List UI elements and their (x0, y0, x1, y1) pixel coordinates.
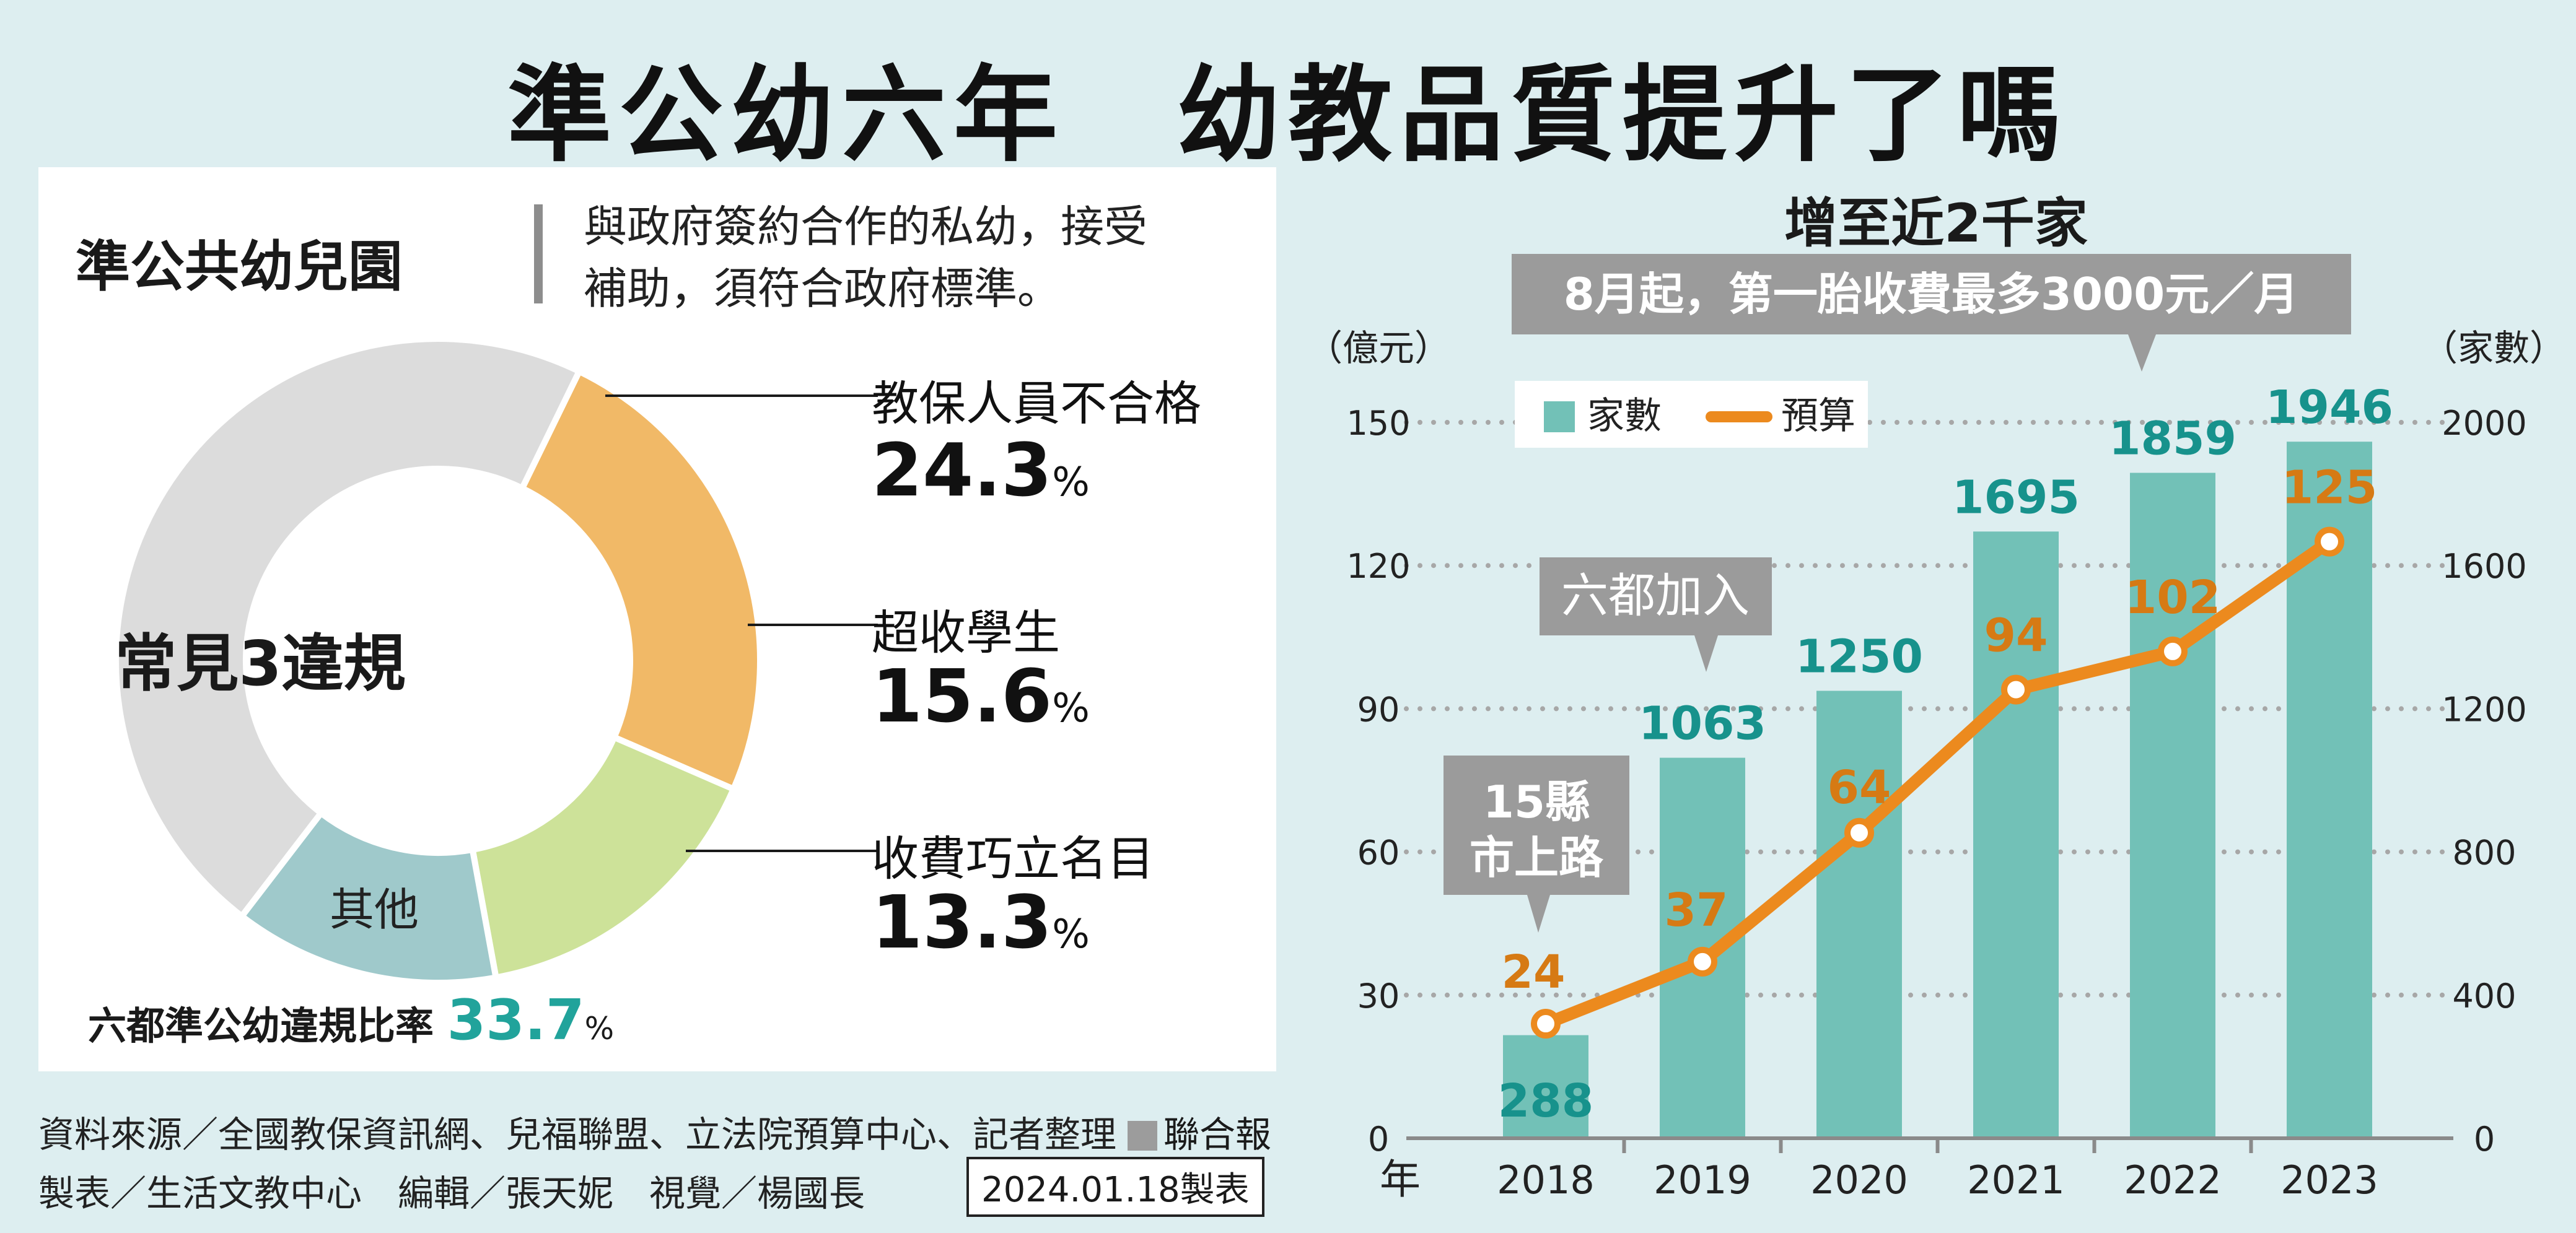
y-left-tick-5: 150 (1346, 404, 1410, 443)
violation-value-1-number: 15.6 (872, 653, 1053, 739)
budget-point-2019 (1688, 946, 1717, 977)
callout-top-box (1512, 254, 2351, 334)
callout-low-box (1444, 756, 1629, 895)
violation-value-0-number: 24.3 (872, 427, 1053, 513)
brand-credit: 聯合報 (1128, 1105, 1271, 1157)
y-right-axis-label: （家數） (2422, 327, 2552, 369)
callout-mid-box (1540, 557, 1772, 635)
violation-label-0: 教保人員不合格 (872, 376, 1201, 431)
definition-line-2: 補助，須符合政府標準。 (584, 263, 1061, 314)
y-right-tick-5: 2000 (2442, 404, 2526, 443)
callout-top-text: 8月起，第一胎收費最多3000元／月 (1564, 268, 2299, 320)
leader-line-1 (748, 624, 878, 626)
date-stamp: 2024.01.18製表 (966, 1157, 1264, 1217)
y-left-axis-label: （億元） (1320, 327, 1450, 369)
leader-line-2 (686, 850, 878, 852)
six-city-violation-rate: 六都準公幼違規比率 33.7% (88, 988, 614, 1053)
violation-label-1: 超收學生 (872, 605, 1060, 660)
callout-top-pointer (2128, 334, 2156, 372)
source-line-2: 製表／生活文教中心 編輯／張天妮 視覺／楊國長 (38, 1172, 865, 1214)
donut-slice-3 (113, 336, 584, 921)
bar-label-2021: 1695 (1952, 471, 2080, 524)
line-label-2023: 125 (2282, 461, 2377, 515)
budget-line (1540, 535, 2336, 1030)
violation-label-2: 收費巧立名目 (872, 831, 1154, 886)
line-label-2021: 94 (1984, 609, 2048, 663)
x-label-2023: 2023 (2280, 1157, 2378, 1203)
y-left-tick-2: 60 (1357, 834, 1400, 873)
violation-value-2: 13.3% (872, 879, 1090, 965)
budget-point-2020 (1844, 817, 1874, 848)
leader-line-0 (605, 394, 878, 397)
definition-heading: 準公共幼兒園 (76, 235, 403, 298)
bar-2022 (2130, 473, 2215, 1138)
donut-center-label: 常見3違規 (115, 627, 406, 700)
left-panel: 準公共幼兒園 與政府簽約合作的私幼，接受 補助，須符合政府標準。 常見3違規 其… (38, 167, 1276, 1071)
definition-divider (534, 204, 543, 303)
donut-slice-2 (237, 808, 500, 986)
store-budget-chart: （億元） （家數） 0 30 60 90 120 150 0 400 800 1200 1600 2000… (1320, 254, 2552, 1203)
donut-other-label: 其他 (330, 884, 419, 936)
bar-2020 (1816, 691, 1902, 1138)
y-right-tick-1: 400 (2452, 977, 2516, 1016)
x-label-2018: 2018 (1497, 1157, 1595, 1203)
budget-point-2023 (2315, 526, 2344, 557)
y-right-tick-2: 800 (2452, 834, 2516, 873)
brand-name: 聯合報 (1163, 1113, 1272, 1156)
y-left-tick-0: 0 (1368, 1120, 1389, 1159)
violation-value-1: 15.6% (872, 653, 1090, 739)
y-right-tick-3: 1200 (2442, 690, 2526, 729)
legend-bar-swatch (1544, 401, 1575, 432)
violation-value-1-unit: % (1052, 686, 1090, 731)
legend-line-label: 預算 (1781, 394, 1855, 438)
callout-low-text-2: 市上路 (1470, 832, 1604, 884)
violation-value-0: 24.3% (872, 427, 1090, 513)
callout-mid-pointer (1694, 635, 1718, 672)
y-right-tick-4: 1600 (2442, 547, 2526, 586)
rate-label: 六都準公幼違規比率 (88, 1003, 434, 1048)
donut-slice-1 (468, 733, 738, 982)
brand-square-icon (1128, 1121, 1157, 1151)
bar-label-2020: 1250 (1795, 630, 1923, 684)
y-left-tick-4: 120 (1346, 547, 1410, 586)
violation-value-0-unit: % (1052, 460, 1090, 505)
violation-value-2-unit: % (1052, 912, 1090, 957)
x-label-2022: 2022 (2124, 1157, 2222, 1203)
source-line-1: 資料來源／全國教保資訊網、兒福聯盟、立法院預算中心、記者整理 (38, 1113, 1117, 1156)
bar-label-2019: 1063 (1639, 697, 1766, 751)
y-left-tick-3: 90 (1357, 690, 1400, 729)
page-title: 準公幼六年 幼教品質提升了嗎 (507, 54, 2069, 176)
callout-low-text-1: 15縣 (1483, 776, 1590, 828)
line-label-2022: 102 (2125, 571, 2220, 624)
bar-2021 (1973, 531, 2059, 1138)
bar-2018 (1503, 1035, 1588, 1138)
line-label-2019: 37 (1665, 884, 1728, 937)
x-label-2021: 2021 (1967, 1157, 2065, 1203)
x-label-2020: 2020 (1810, 1157, 1908, 1203)
bar-label-2023: 1946 (2266, 381, 2393, 434)
violation-value-2-number: 13.3 (872, 879, 1053, 965)
y-right-tick-0: 0 (2474, 1120, 2495, 1159)
violation-donut-chart (113, 336, 763, 986)
callout-mid-text: 六都加入 (1561, 568, 1750, 623)
legend-bar-label: 家數 (1587, 394, 1662, 438)
rate-value: 33.7 (447, 988, 585, 1053)
y-left-tick-1: 30 (1357, 977, 1400, 1016)
callout-low-pointer (1527, 895, 1550, 933)
line-label-2018: 24 (1502, 946, 1566, 999)
right-panel: 增至近2千家 （億元） （家數） 0 30 60 90 120 150 0 400 800 1200 1… (1320, 167, 2552, 1214)
x-label-2019: 2019 (1654, 1157, 1751, 1203)
budget-point-2022 (2158, 636, 2188, 666)
line-label-2020: 64 (1828, 761, 1891, 814)
donut-slice-0 (518, 367, 763, 793)
x-axis-label: 年 (1380, 1156, 1421, 1203)
budget-point-2021 (2001, 674, 2031, 705)
bar-label-2022: 1859 (2109, 412, 2236, 465)
bar-label-2018: 288 (1498, 1074, 1593, 1128)
definition-line-1: 與政府簽約合作的私幼，接受 (584, 201, 1147, 252)
budget-point-2018 (1531, 1009, 1561, 1039)
rate-unit: % (584, 1011, 615, 1047)
chart-title: 增至近2千家 (1784, 193, 2088, 255)
